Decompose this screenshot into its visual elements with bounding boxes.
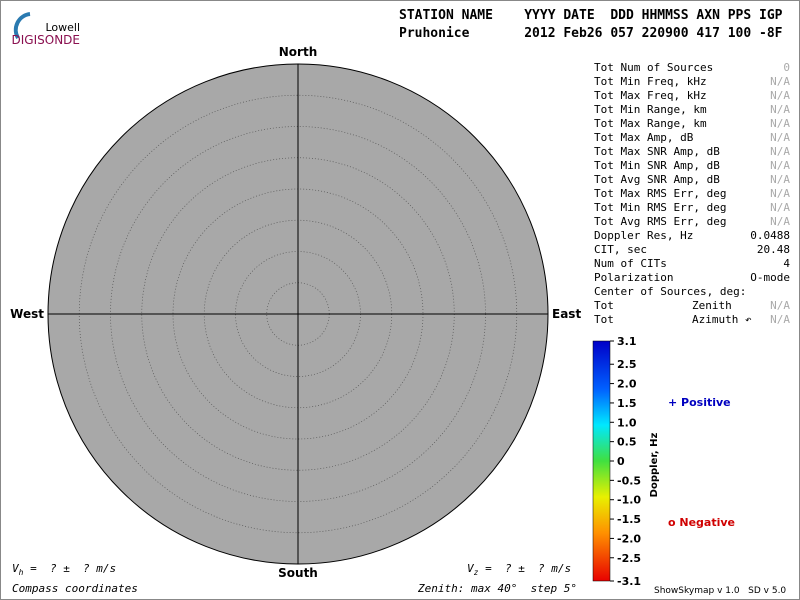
vh-symbol: V [12, 562, 20, 575]
vz-symbol: V [467, 562, 475, 575]
stat-label: CIT, sec [594, 243, 647, 256]
stat-value: O-mode [750, 271, 790, 284]
colorbar-tick-label: 2.0 [617, 378, 637, 391]
south-label: South [278, 566, 318, 580]
stat-label: Tot Max Amp, dB [594, 131, 694, 144]
stat-label: Tot Min Freq, kHz [594, 75, 707, 88]
vh-readout: Vh = ? ± ? m/s [12, 562, 116, 577]
logo-bottom: DIGISONDE [12, 33, 80, 47]
stat-sublabel: Azimuth ↶ [692, 313, 752, 326]
colorbar-tick-label: 2.5 [617, 358, 637, 371]
stat-label: Tot Avg SNR Amp, dB [594, 173, 720, 186]
stat-label: Doppler Res, Hz [594, 229, 693, 242]
positive-legend: + Positive [668, 396, 731, 409]
vh-rest: = ? ± ? m/s [23, 562, 116, 575]
stat-value: N/A [770, 131, 790, 144]
stat-label: Tot Max Freq, kHz [594, 89, 707, 102]
negative-legend: o Negative [668, 516, 735, 529]
colorbar-tick-label: 0.5 [617, 436, 637, 449]
colorbar-tick-label: 3.1 [617, 335, 637, 348]
stat-label: Num of CITs [594, 257, 667, 270]
colorbar [592, 340, 611, 582]
stat-value: N/A [770, 215, 790, 228]
stat-label: Tot Min Range, km [594, 103, 707, 116]
version: ShowSkymap v 1.0 SD v 5.0 [654, 586, 786, 596]
stat-value: N/A [770, 187, 790, 200]
logo-swoosh [13, 12, 31, 40]
west-label: West [10, 307, 44, 321]
stat-value: N/A [770, 173, 790, 186]
colorbar-tick-label: -0.5 [617, 474, 641, 487]
zenith-note: Zenith: max 40° step 5° [417, 582, 577, 595]
stat-sublabel: Zenith [692, 299, 732, 312]
colorbar-tick-label: -2.0 [617, 532, 641, 545]
colorbar-title: Doppler, Hz [649, 433, 660, 498]
stat-label: Tot [594, 299, 614, 312]
stat-label: Polarization [594, 271, 673, 284]
stat-label: Tot Num of Sources [594, 61, 713, 74]
stat-label: Tot Min RMS Err, deg [594, 201, 726, 214]
east-label: East [552, 307, 581, 321]
colorbar-tick-label: 1.5 [617, 397, 637, 410]
vz-sub: z [474, 568, 479, 577]
stat-label: Tot Max Range, km [594, 117, 707, 130]
vz-readout: Vz = ? ± ? m/s [467, 562, 571, 577]
stat-value: 4 [783, 257, 790, 270]
stat-value: 20.48 [757, 243, 790, 256]
stat-value: N/A [770, 145, 790, 158]
stat-value: N/A [770, 89, 790, 102]
north-label: North [279, 45, 317, 59]
stat-label: Tot Max SNR Amp, dB [594, 145, 720, 158]
colorbar-tick-label: 0 [617, 455, 625, 468]
stat-value: N/A [770, 103, 790, 116]
stat-label: Tot Avg RMS Err, deg [594, 215, 726, 228]
header-values: Pruhonice 2012 Feb26 057 220900 417 100 … [399, 26, 783, 41]
vz-rest: = ? ± ? m/s [478, 562, 571, 575]
stat-value: N/A [770, 75, 790, 88]
logo-top: Lowell [45, 21, 80, 34]
vh-sub: h [19, 568, 24, 577]
coords-note: Compass coordinates [12, 582, 138, 595]
colorbar-tick-label: -1.0 [617, 494, 641, 507]
stat-value: N/A [770, 201, 790, 214]
header-labels: STATION NAME YYYY DATE DDD HHMMSS AXN PP… [399, 8, 783, 23]
colorbar-tick-label: 1.0 [617, 416, 637, 429]
stat-label: Tot [594, 313, 614, 326]
colorbar-tick-label: -2.5 [617, 552, 641, 565]
stat-value: 0 [783, 61, 790, 74]
colorbar-tick-label: -3.1 [617, 575, 641, 588]
stat-value: N/A [770, 299, 790, 312]
stat-label: Tot Max RMS Err, deg [594, 187, 726, 200]
stat-value: N/A [770, 117, 790, 130]
stat-label: Center of Sources, deg: [594, 285, 746, 298]
stat-label: Tot Min SNR Amp, dB [594, 159, 720, 172]
stat-value: N/A [770, 159, 790, 172]
stat-value: N/A [770, 313, 790, 326]
stat-value: 0.0488 [750, 229, 790, 242]
colorbar-tick-label: -1.5 [617, 513, 641, 526]
